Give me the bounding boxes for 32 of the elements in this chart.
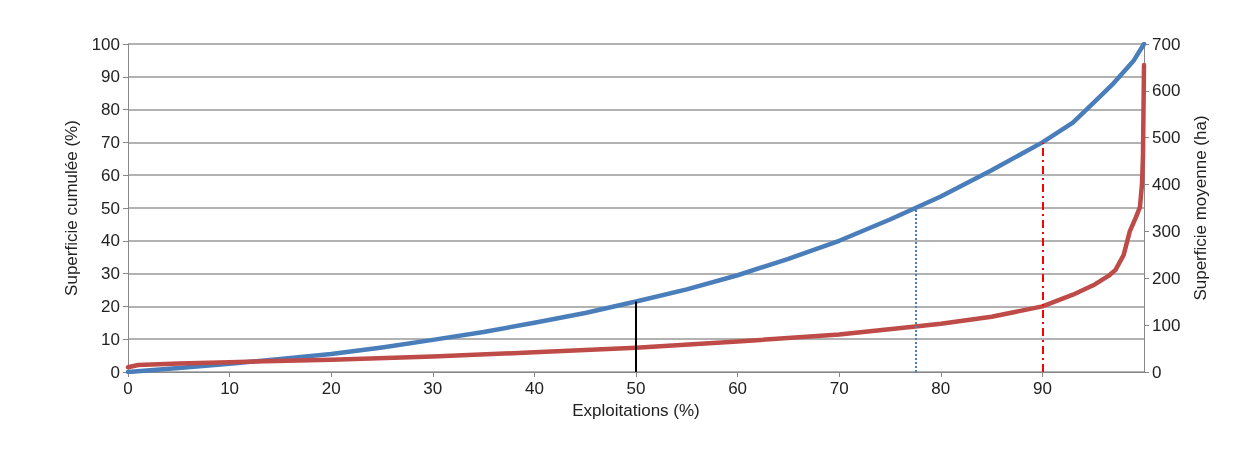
x-tick-label: 80 (931, 379, 951, 398)
x-tick-label: 60 (728, 379, 748, 398)
y2-tick-label: 500 (1152, 128, 1181, 148)
y2-tick-label: 700 (1152, 34, 1181, 54)
x-axis-title: Exploitations (%) (572, 400, 700, 420)
y-tick-label: 0 (110, 362, 120, 382)
x-tick-label: 40 (524, 379, 544, 398)
y-tick-label: 40 (101, 231, 120, 251)
y2-tick-label: 600 (1152, 81, 1181, 101)
x-tick-label: 90 (1032, 379, 1052, 398)
x-tick-label: 30 (423, 379, 443, 398)
y-axis-title: Superficie cumulée (%) (62, 120, 81, 296)
y2-tick-label: 200 (1152, 268, 1181, 288)
y-tick-label: 80 (101, 100, 120, 120)
x-tick-label: 10 (220, 379, 240, 398)
y-tick-label: 10 (101, 329, 120, 349)
y-tick-label: 60 (101, 165, 120, 185)
y-tick-label: 30 (101, 264, 120, 284)
y2-tick-label: 400 (1152, 175, 1181, 195)
x-tick-label: 0 (123, 379, 133, 398)
y-tick-label: 70 (101, 132, 120, 152)
x-tick-label: 50 (626, 379, 646, 398)
y-tick-label: 90 (101, 67, 120, 87)
y2-tick-label: 0 (1152, 362, 1162, 382)
y-tick-label: 50 (101, 198, 120, 218)
y2-tick-label: 300 (1152, 221, 1181, 241)
x-tick-label: 20 (321, 379, 341, 398)
y-tick-label: 20 (101, 296, 120, 316)
x-tick-label: 70 (829, 379, 849, 398)
y2-axis-title: Superficie moyenne (ha) (1191, 115, 1210, 301)
y-tick-label: 100 (91, 34, 120, 54)
y2-tick-label: 100 (1152, 315, 1181, 335)
